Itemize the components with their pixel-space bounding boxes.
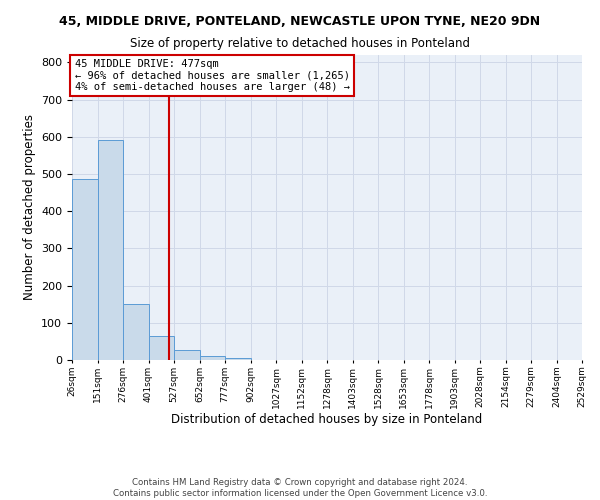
Bar	[97, 140, 123, 360]
Text: 45, MIDDLE DRIVE, PONTELAND, NEWCASTLE UPON TYNE, NE20 9DN: 45, MIDDLE DRIVE, PONTELAND, NEWCASTLE U…	[59, 15, 541, 28]
Text: Contains HM Land Registry data © Crown copyright and database right 2024.
Contai: Contains HM Land Registry data © Crown c…	[113, 478, 487, 498]
Bar	[225, 358, 251, 360]
Text: 45 MIDDLE DRIVE: 477sqm
← 96% of detached houses are smaller (1,265)
4% of semi-: 45 MIDDLE DRIVE: 477sqm ← 96% of detache…	[74, 58, 350, 92]
Bar	[72, 179, 97, 360]
Bar	[174, 350, 199, 360]
X-axis label: Distribution of detached houses by size in Ponteland: Distribution of detached houses by size …	[172, 413, 482, 426]
Text: Size of property relative to detached houses in Ponteland: Size of property relative to detached ho…	[130, 38, 470, 51]
Y-axis label: Number of detached properties: Number of detached properties	[23, 114, 35, 300]
Bar	[123, 304, 149, 360]
Bar	[199, 356, 225, 360]
Bar	[149, 336, 174, 360]
